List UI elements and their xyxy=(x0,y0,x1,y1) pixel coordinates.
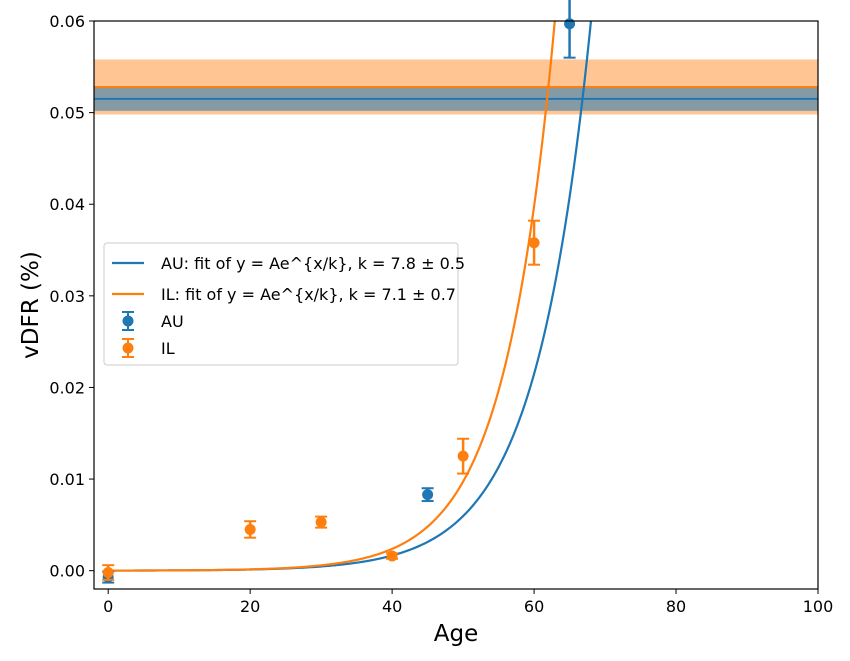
plot-frame xyxy=(93,20,819,590)
marker-il xyxy=(315,516,327,528)
x-tick-label: 60 xyxy=(524,597,544,616)
x-tick-label: 40 xyxy=(382,597,402,616)
y-tick-label: 0.04 xyxy=(49,195,85,214)
y-axis-ticks: 0.00 0.01 0.02 0.03 0.04 0.05 0.06 xyxy=(49,12,94,581)
legend-dot xyxy=(122,315,134,327)
y-tick-label: 0.03 xyxy=(49,287,85,306)
marker-il xyxy=(457,450,469,462)
marker-au xyxy=(422,489,434,501)
x-tick-label: 0 xyxy=(103,597,113,616)
legend-box xyxy=(103,242,459,366)
data-point-il-2 xyxy=(315,515,328,529)
data-point-il-1 xyxy=(244,520,257,539)
legend-dot xyxy=(122,342,134,354)
data-point-il-4 xyxy=(457,437,470,475)
data-points xyxy=(102,0,576,584)
confidence-bands xyxy=(94,59,818,115)
x-axis-ticks: 0 20 40 60 80 100 xyxy=(103,589,833,616)
y-tick-label: 0.01 xyxy=(49,470,85,489)
fit-curve-il xyxy=(108,21,556,572)
data-point-il-5 xyxy=(528,219,541,266)
data-point-il-0 xyxy=(102,564,115,581)
marker-il xyxy=(102,567,114,579)
legend-series-il-label: IL xyxy=(161,339,175,358)
legend-fit-il-label: IL: fit of y = Ae^{x/k}, k = 7.1 ± 0.7 xyxy=(161,285,456,304)
legend-series-au-label: AU xyxy=(161,312,184,331)
marker-il xyxy=(386,550,398,562)
data-point-il-3 xyxy=(386,550,399,562)
x-tick-label: 80 xyxy=(666,597,686,616)
marker-au xyxy=(564,18,576,30)
y-tick-label: 0.06 xyxy=(49,12,85,31)
x-tick-label: 20 xyxy=(240,597,260,616)
legend-marker-il xyxy=(122,338,134,358)
legend-marker-au xyxy=(122,311,134,331)
y-axis-label: vDFR (%) xyxy=(18,251,44,359)
y-tick-label: 0.05 xyxy=(49,104,85,123)
fit-curves xyxy=(108,21,593,572)
legend-fit-au-label: AU: fit of y = Ae^{x/k}, k = 7.8 ± 0.5 xyxy=(161,254,465,273)
data-point-au-1 xyxy=(421,487,434,503)
y-tick-label: 0.00 xyxy=(49,562,85,581)
marker-il xyxy=(244,523,256,535)
x-tick-label: 100 xyxy=(803,597,834,616)
x-axis-label: Age xyxy=(434,621,478,647)
legend: AU: fit of y = Ae^{x/k}, k = 7.8 ± 0.5 I… xyxy=(103,242,465,366)
marker-il xyxy=(528,237,540,249)
y-tick-label: 0.02 xyxy=(49,378,85,397)
